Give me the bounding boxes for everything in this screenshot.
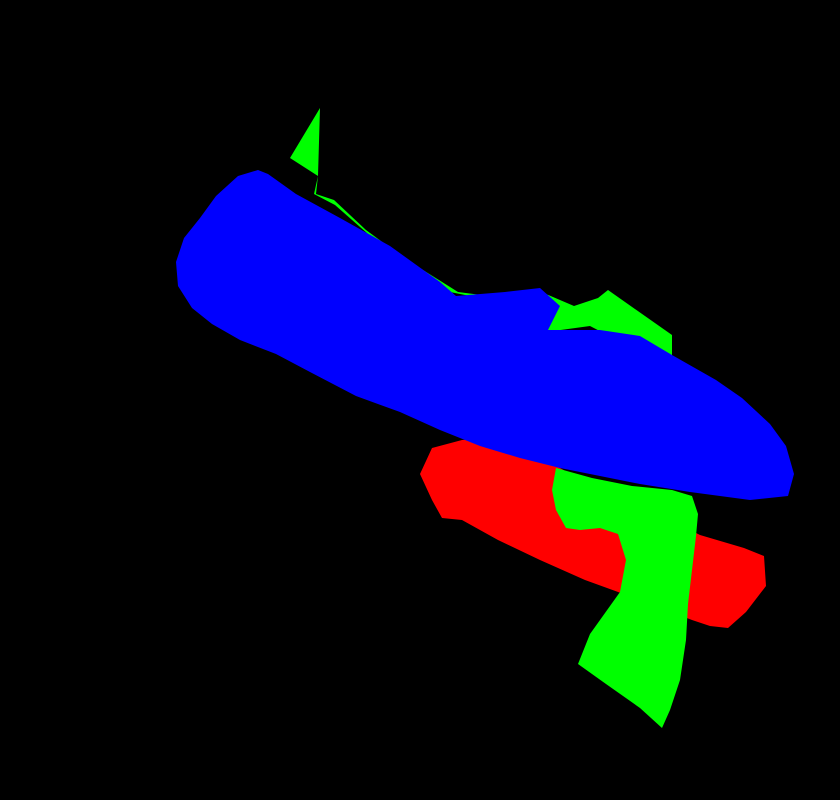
blue-region — [176, 170, 794, 500]
green-lower-region — [552, 468, 698, 728]
green-notch — [556, 468, 566, 498]
green-region — [290, 108, 672, 358]
